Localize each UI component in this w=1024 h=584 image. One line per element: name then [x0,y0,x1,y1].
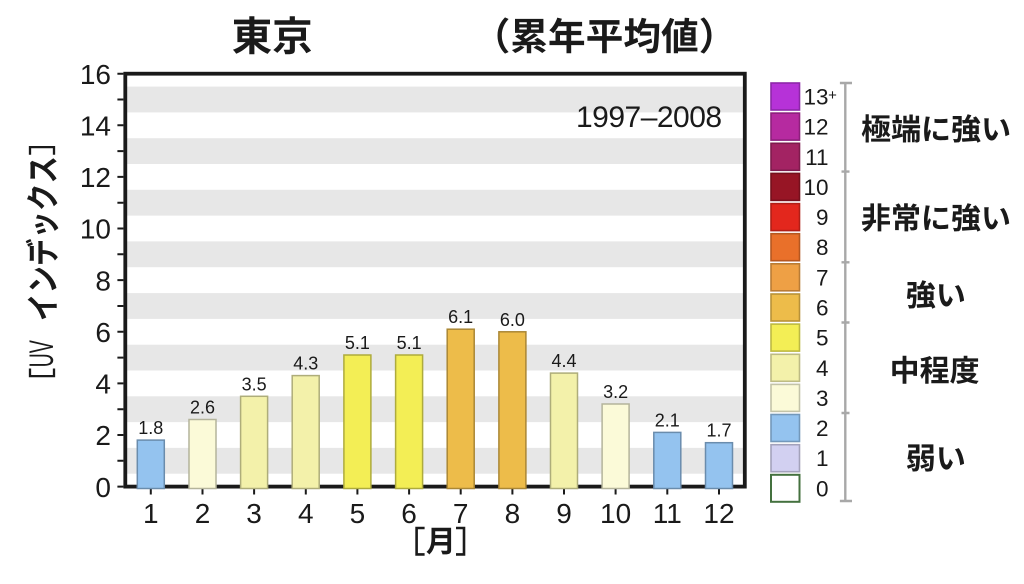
svg-text:2.6: 2.6 [190,398,215,418]
svg-text:1.8: 1.8 [138,418,163,438]
svg-text:6: 6 [816,296,829,321]
svg-text:4: 4 [816,356,829,381]
svg-text:6.1: 6.1 [448,307,473,327]
svg-text:4: 4 [95,369,111,400]
svg-text:3: 3 [246,498,262,529]
svg-text:1: 1 [816,446,829,471]
svg-text:12: 12 [803,115,828,140]
svg-text:4: 4 [298,498,314,529]
svg-text:12: 12 [80,162,111,193]
svg-text:10: 10 [600,498,631,529]
svg-text:5: 5 [350,498,366,529]
svg-text:8: 8 [505,498,521,529]
svg-text:1.7: 1.7 [706,421,731,441]
svg-text:10: 10 [803,175,828,200]
svg-text:2.1: 2.1 [655,410,680,430]
svg-text:6: 6 [95,317,111,348]
svg-text:2: 2 [95,420,111,451]
svg-text:3.2: 3.2 [603,382,628,402]
svg-text:7: 7 [453,498,469,529]
svg-text:12: 12 [703,498,734,529]
svg-text:1997–2008: 1997–2008 [576,101,722,134]
svg-text:4.4: 4.4 [551,351,576,371]
svg-text:1: 1 [143,498,159,529]
svg-text:8: 8 [95,265,111,296]
svg-text:0: 0 [816,476,829,501]
svg-text:2: 2 [195,498,211,529]
svg-text:6: 6 [401,498,417,529]
svg-text:3: 3 [816,386,829,411]
svg-text:5.1: 5.1 [397,333,422,353]
svg-text:5.1: 5.1 [345,333,370,353]
svg-text:10: 10 [80,214,111,245]
svg-text:13: 13 [803,85,828,110]
svg-text:9: 9 [816,205,829,230]
svg-text:9: 9 [556,498,572,529]
svg-text:UV: UV [22,340,60,368]
svg-text:7: 7 [816,265,829,290]
svg-text:0: 0 [95,472,111,503]
svg-text:11: 11 [805,145,828,170]
svg-text:11: 11 [653,498,682,529]
svg-text:16: 16 [80,59,111,90]
svg-text:14: 14 [80,111,111,142]
svg-text:8: 8 [816,235,829,260]
svg-text:5: 5 [816,326,829,351]
svg-text:2: 2 [816,416,829,441]
svg-text:4.3: 4.3 [293,354,318,374]
svg-text:+: + [828,87,837,104]
svg-text:6.0: 6.0 [500,310,525,330]
svg-text:3.5: 3.5 [242,374,267,394]
